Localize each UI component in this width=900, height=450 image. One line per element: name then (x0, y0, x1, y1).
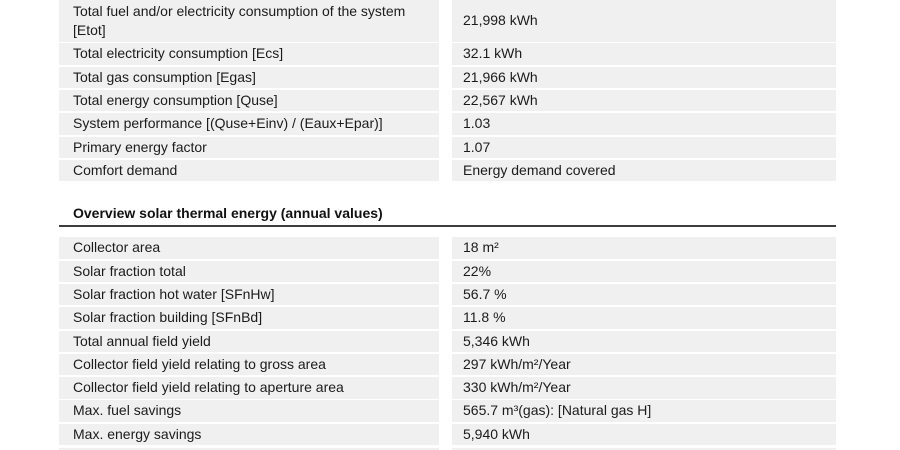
row-label: Collector area (59, 237, 439, 259)
row-value: 565.7 m³(gas): [Natural gas H] (452, 400, 836, 422)
row-value: 297 kWh/m²/Year (452, 353, 836, 376)
row-value: 21,966 kWh (452, 66, 836, 89)
table-row: Total fuel and/or electricity consumptio… (59, 0, 836, 42)
row-label: Collector field yield relating to gross … (59, 353, 439, 376)
row-value: 1.03 (452, 113, 836, 135)
row-label: Solar fraction total (59, 260, 439, 283)
row-value: 5,346 kWh (452, 330, 836, 353)
section-rule (59, 225, 836, 228)
row-value: 22,567 kWh (452, 89, 836, 112)
table-row: Collector area 18 m² (59, 237, 836, 259)
row-value: 32.1 kWh (452, 43, 836, 65)
section-title: Overview solar thermal energy (annual va… (73, 204, 383, 221)
row-value: 18 m² (452, 237, 836, 259)
row-label: Comfort demand (59, 159, 439, 182)
cutoff-row (59, 447, 836, 450)
row-value: 11.8 % (452, 307, 836, 329)
table-row: Solar fraction hot water [SFnHw] 56.7 % (59, 283, 836, 306)
row-label: Total annual field yield (59, 330, 439, 353)
table-row: Total gas consumption [Egas] 21,966 kWh (59, 66, 836, 89)
row-label: Total gas consumption [Egas] (59, 66, 439, 89)
table-row: Total electricity consumption [Ecs] 32.1… (59, 43, 836, 65)
system-results-table: Total fuel and/or electricity consumptio… (59, 0, 836, 183)
row-value: 22% (452, 260, 836, 283)
table-row: Max. fuel savings 565.7 m³(gas): [Natura… (59, 400, 836, 422)
row-value: 21,998 kWh (452, 0, 836, 42)
table-row: Collector field yield relating to apertu… (59, 377, 836, 399)
row-label: Collector field yield relating to apertu… (59, 377, 439, 399)
row-value: 5,940 kWh (452, 423, 836, 446)
row-label: Total electricity consumption [Ecs] (59, 43, 439, 65)
solar-thermal-table: Collector area 18 m² Solar fraction tota… (59, 237, 836, 447)
row-label: Primary energy factor (59, 136, 439, 159)
row-label: Max. energy savings (59, 423, 439, 446)
table-row: Total energy consumption [Quse] 22,567 k… (59, 89, 836, 112)
cutoff-row-value (452, 447, 836, 450)
table-row: Total annual field yield 5,346 kWh (59, 330, 836, 353)
table-row: Solar fraction total 22% (59, 260, 836, 283)
row-value: 1.07 (452, 136, 836, 159)
row-value: 330 kWh/m²/Year (452, 377, 836, 399)
cutoff-row-label (59, 447, 439, 450)
row-label: Solar fraction building [SFnBd] (59, 307, 439, 329)
table-row: Comfort demand Energy demand covered (59, 159, 836, 182)
table-row: Primary energy factor 1.07 (59, 136, 836, 159)
row-value: 56.7 % (452, 283, 836, 306)
table-row: Max. energy savings 5,940 kWh (59, 423, 836, 446)
row-label: Solar fraction hot water [SFnHw] (59, 283, 439, 306)
table-row: System performance [(Quse+Einv) / (Eaux+… (59, 113, 836, 135)
row-label: Total fuel and/or electricity consumptio… (59, 0, 439, 42)
row-value: Energy demand covered (452, 159, 836, 182)
table-row: Solar fraction building [SFnBd] 11.8 % (59, 307, 836, 329)
row-label: System performance [(Quse+Einv) / (Eaux+… (59, 113, 439, 135)
table-row: Collector field yield relating to gross … (59, 353, 836, 376)
row-label: Max. fuel savings (59, 400, 439, 422)
row-label: Total energy consumption [Quse] (59, 89, 439, 112)
